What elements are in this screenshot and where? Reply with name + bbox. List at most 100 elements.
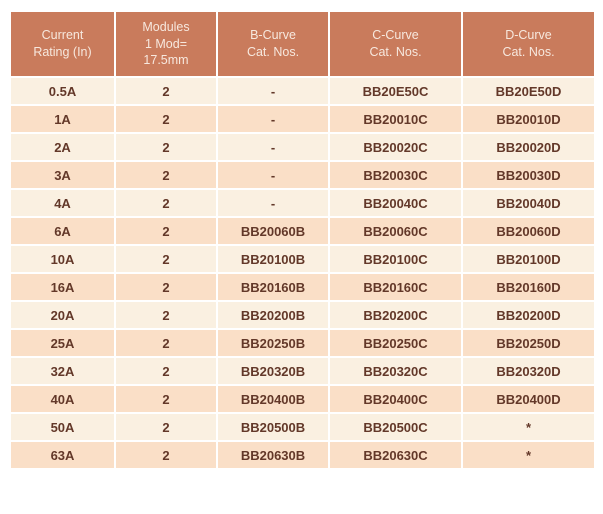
table-cell: BB20100B	[216, 244, 330, 274]
table-cell: BB20160C	[328, 272, 463, 302]
table-row-0.5a: 0.5A 2- BB20E50C BB20E50D	[9, 76, 596, 106]
table-cell: BB20200C	[328, 300, 463, 330]
table-cell: BB20250D	[461, 328, 596, 358]
column-header-b-curve: B-Curve Cat. Nos.	[216, 10, 330, 78]
table-cell: 25A	[9, 328, 116, 358]
table-cell: -	[216, 160, 330, 190]
column-header-line: Cat. Nos.	[246, 45, 300, 59]
table-cell: BB20040C	[328, 188, 463, 218]
table-cell: *	[461, 440, 596, 470]
table-row-16a: 16A 2 BB20160B BB20160C BB20160D	[9, 272, 596, 302]
table-cell: BB20630B	[216, 440, 330, 470]
table-cell: BB20060C	[328, 216, 463, 246]
table-cell: 3A	[9, 160, 116, 190]
table-row-3a: 3A 2- BB20030C BB20030D	[9, 160, 596, 190]
table-cell: -	[216, 104, 330, 134]
table-cell: BB20400C	[328, 384, 463, 414]
header-row: Current Rating (In) Modules 1 Mod= 17.5mm B-C…	[9, 10, 596, 78]
table-cell: 6A	[9, 216, 116, 246]
table-cell: BB20010D	[461, 104, 596, 134]
table-row-6a: 6A 2 BB20060B BB20060C BB20060D	[9, 216, 596, 246]
table-cell: BB20040D	[461, 188, 596, 218]
table-cell: BB20400D	[461, 384, 596, 414]
table-cell: 63A	[9, 440, 116, 470]
table-cell: BB20100D	[461, 244, 596, 274]
column-header-line: 1 Mod=	[144, 36, 188, 51]
table-cell: BB20400B	[216, 384, 330, 414]
table-cell: 2	[114, 104, 218, 134]
table-cell: -	[216, 76, 330, 106]
table-cell: 2	[114, 300, 218, 330]
table-cell: BB20E50C	[328, 76, 463, 106]
column-header-line: Cat. Nos.	[369, 45, 422, 59]
table-cell: 2	[114, 440, 218, 470]
table-cell: 40A	[9, 384, 116, 414]
table-cell: 32A	[9, 356, 116, 386]
table-cell: 0.5A	[9, 76, 116, 106]
table-cell: BB20100C	[328, 244, 463, 274]
column-header-line: Modules	[142, 19, 190, 34]
table-row-32a: 32A 2 BB20320B BB20320C BB20320D	[9, 356, 596, 386]
table-cell: 2	[114, 356, 218, 386]
table-cell: BB20250B	[216, 328, 330, 358]
table-cell: BB20160D	[461, 272, 596, 302]
table-cell: 10A	[9, 244, 116, 274]
table-body: 0.5A 2- BB20E50C BB20E50D 1A 2- BB20010C BB2001…	[9, 76, 596, 470]
table-cell: -	[216, 132, 330, 162]
table-row-50a: 50A 2 BB20500B BB20500C *	[9, 412, 596, 442]
table-row-20a: 20A 2 BB20200B BB20200C BB20200D	[9, 300, 596, 330]
table-row-4a: 4A 2- BB20040C BB20040D	[9, 188, 596, 218]
table-row-2a: 2A 2- BB20020C BB20020D	[9, 132, 596, 162]
table-cell: BB20320B	[216, 356, 330, 386]
table-header: Current Rating (In) Modules 1 Mod= 17.5mm B-C…	[9, 10, 596, 78]
table-cell: 2	[114, 272, 218, 302]
table-cell: BB20E50D	[461, 76, 596, 106]
table-cell: BB20030D	[461, 160, 596, 190]
table-row-1a: 1A 2- BB20010C BB20010D	[9, 104, 596, 134]
table-cell: BB20020C	[328, 132, 463, 162]
column-header-line: Cat. Nos.	[502, 45, 555, 59]
table-cell: BB20020D	[461, 132, 596, 162]
table-cell: *	[461, 412, 596, 442]
column-header-line: D-Curve	[505, 28, 552, 43]
table-cell: 2	[114, 160, 218, 190]
table-cell: BB20030C	[328, 160, 463, 190]
table-cell: 2	[114, 412, 218, 442]
table-cell: 2	[114, 384, 218, 414]
table-cell: -	[216, 188, 330, 218]
table-cell: 2A	[9, 132, 116, 162]
table-cell: BB20250C	[328, 328, 463, 358]
column-header-line: 17.5mm	[143, 53, 189, 68]
table-cell: BB20200B	[216, 300, 330, 330]
table-cell: 2	[114, 132, 218, 162]
column-header-current: Current Rating (In)	[9, 10, 116, 78]
table-cell: BB20200D	[461, 300, 596, 330]
table-cell: BB20060D	[461, 216, 596, 246]
column-header-line: B-Curve	[250, 28, 296, 43]
table-cell: 50A	[9, 412, 116, 442]
table-cell: BB20160B	[216, 272, 330, 302]
table-cell: 20A	[9, 300, 116, 330]
column-header-line: Current	[41, 28, 84, 43]
table-cell: 16A	[9, 272, 116, 302]
column-header-d-curve: D-Curve Cat. Nos.	[461, 10, 596, 78]
column-header-modules: Modules 1 Mod= 17.5mm	[114, 10, 218, 78]
table-cell: 2	[114, 328, 218, 358]
column-header-c-curve: C-Curve Cat. Nos.	[328, 10, 463, 78]
column-header-line: C-Curve	[372, 28, 419, 43]
table-cell: BB20500C	[328, 412, 463, 442]
table-row-10a: 10A 2 BB20100B BB20100C BB20100D	[9, 244, 596, 274]
mcb-catalog-table: Current Rating (In) Modules 1 Mod= 17.5mm B-C…	[9, 10, 596, 470]
table-cell: BB20060B	[216, 216, 330, 246]
table-cell: 1A	[9, 104, 116, 134]
table-cell: 4A	[9, 188, 116, 218]
table-cell: BB20630C	[328, 440, 463, 470]
table-cell: 2	[114, 76, 218, 106]
table-cell: 2	[114, 216, 218, 246]
table-row-40a: 40A 2 BB20400B BB20400C BB20400D	[9, 384, 596, 414]
table-cell: 2	[114, 244, 218, 274]
table-row-25a: 25A 2 BB20250B BB20250C BB20250D	[9, 328, 596, 358]
table-cell: BB20320C	[328, 356, 463, 386]
table-row-63a: 63A 2 BB20630B BB20630C *	[9, 440, 596, 470]
